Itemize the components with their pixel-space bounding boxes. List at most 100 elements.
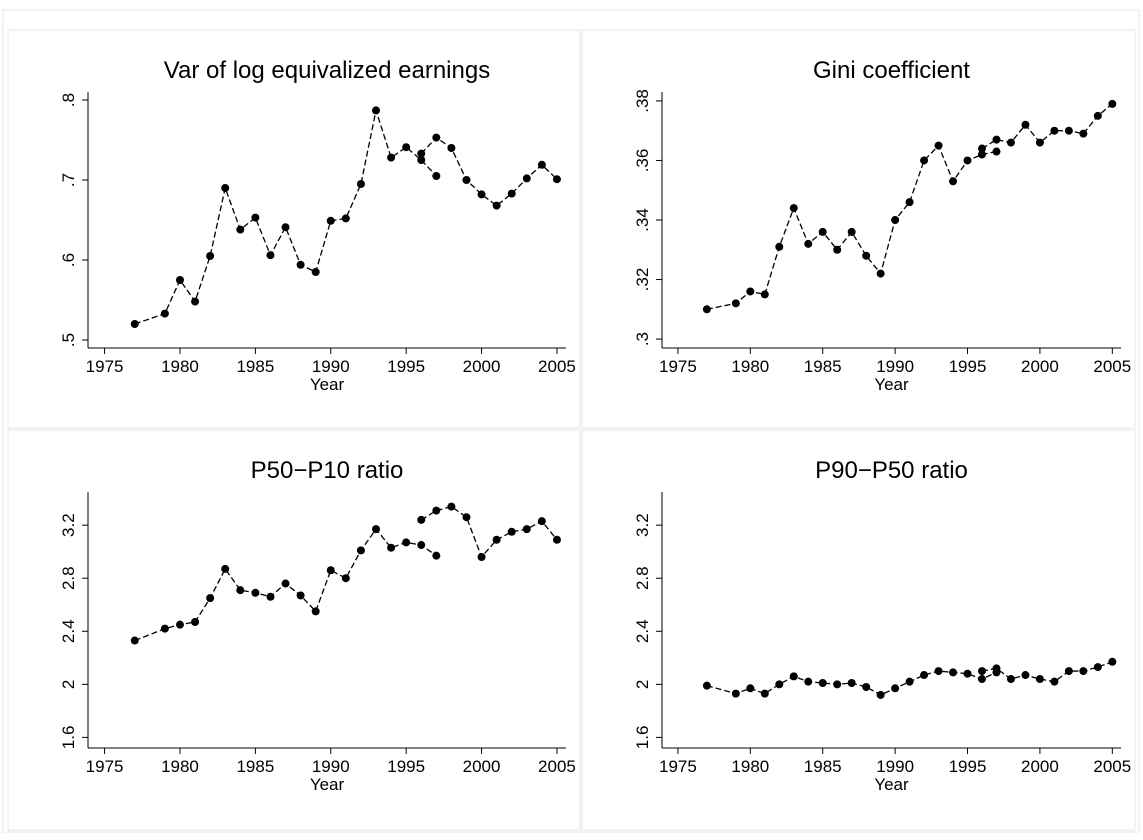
data-point (992, 147, 1001, 156)
data-line (134, 107, 558, 325)
data-point (160, 624, 169, 633)
x-tick-label: 1975 (659, 757, 697, 776)
data-point (746, 287, 755, 296)
data-point (833, 680, 842, 689)
data-point (296, 591, 305, 600)
data-point (281, 223, 290, 232)
data-point (702, 681, 711, 690)
data-point (477, 552, 486, 561)
data-point (920, 671, 929, 680)
data-point (537, 517, 546, 526)
data-point (191, 297, 200, 306)
data-point (191, 617, 200, 626)
data-point (949, 668, 958, 677)
panel: P50−P10 ratio 1.6 2 2.4 2.8 3.2 1975 1980 1985 19… (7, 429, 581, 831)
data-point (949, 177, 958, 186)
y-tick-label: 2.4 (59, 619, 78, 643)
data-point (920, 156, 929, 165)
data-point (266, 592, 275, 601)
x-tick-label: 1990 (876, 357, 914, 376)
data-point (447, 144, 456, 152)
x-tick-label: 1975 (86, 357, 124, 376)
y-tick-label: 3.2 (59, 513, 78, 537)
data-point (746, 684, 755, 693)
data-point (818, 227, 827, 236)
data-point (356, 180, 365, 188)
data-point (1108, 99, 1117, 108)
panel-frame (7, 29, 581, 429)
panel: Var of log equivalized earnings .5 .6 .7 .8 1… (7, 29, 581, 429)
panel-frame (7, 429, 581, 831)
x-tick-label: 1990 (312, 757, 350, 776)
y-tick-label: .38 (633, 89, 652, 113)
data-point (522, 174, 531, 183)
data-point (789, 204, 798, 213)
data-point (1050, 677, 1059, 686)
data-point (963, 156, 972, 165)
y-tick-label: .36 (633, 149, 652, 173)
data-point (311, 268, 320, 276)
data-point (522, 525, 531, 534)
x-axis-title: Year (310, 375, 345, 394)
data-point (804, 239, 813, 248)
panel-title: P90−P50 ratio (815, 457, 968, 484)
data-point (251, 213, 260, 222)
data-point (341, 214, 350, 223)
x-axis-title: Year (874, 775, 909, 794)
data-point (862, 682, 871, 691)
data-point (432, 506, 441, 515)
data-point (891, 216, 900, 224)
x-tick-label: 1980 (161, 757, 199, 776)
data-point (236, 225, 245, 234)
data-point (804, 677, 813, 686)
data-point (356, 546, 365, 555)
x-tick-label: 1995 (949, 357, 987, 376)
x-tick-label: 2005 (538, 757, 576, 776)
data-point (1079, 667, 1088, 676)
x-tick-label: 2005 (1093, 757, 1131, 776)
y-tick-label: .6 (59, 253, 78, 267)
data-point (789, 672, 798, 681)
data-point (876, 690, 885, 699)
data-point (977, 675, 986, 684)
data-point (160, 309, 169, 318)
x-tick-label: 1985 (236, 757, 274, 776)
data-point (818, 679, 827, 688)
data-point (992, 664, 1001, 673)
data-point (387, 153, 396, 162)
data-point (775, 680, 784, 689)
data-point (847, 227, 856, 236)
y-tick-label: 1.6 (633, 726, 652, 750)
data-point (296, 260, 305, 269)
data-point (432, 172, 441, 180)
y-tick-label: 1.6 (59, 726, 78, 750)
data-point (977, 144, 986, 153)
x-tick-label: 1975 (659, 357, 697, 376)
x-tick-label: 2000 (463, 357, 501, 376)
data-point (206, 594, 215, 603)
y-tick-label: 2 (633, 680, 652, 689)
data-point (891, 684, 900, 693)
data-point (492, 201, 501, 210)
data-point (1050, 126, 1059, 135)
data-point (507, 527, 516, 536)
data-point (537, 160, 546, 169)
data-point (507, 189, 516, 198)
data-point (731, 689, 740, 698)
x-axis-title: Year (874, 375, 909, 394)
data-point (702, 305, 711, 314)
data-point (1021, 120, 1030, 129)
x-tick-label: 1980 (731, 757, 769, 776)
data-point (876, 269, 885, 278)
data-point (552, 175, 561, 184)
data-point (130, 636, 139, 645)
y-tick-label: 2 (59, 680, 78, 689)
data-point (992, 135, 1001, 144)
y-tick-label: .8 (59, 93, 78, 107)
data-point (387, 543, 396, 552)
data-point (1064, 126, 1073, 135)
x-tick-label: 1975 (86, 757, 124, 776)
y-tick-label: .5 (59, 333, 78, 347)
x-tick-label: 1980 (731, 357, 769, 376)
data-point (1093, 663, 1102, 672)
